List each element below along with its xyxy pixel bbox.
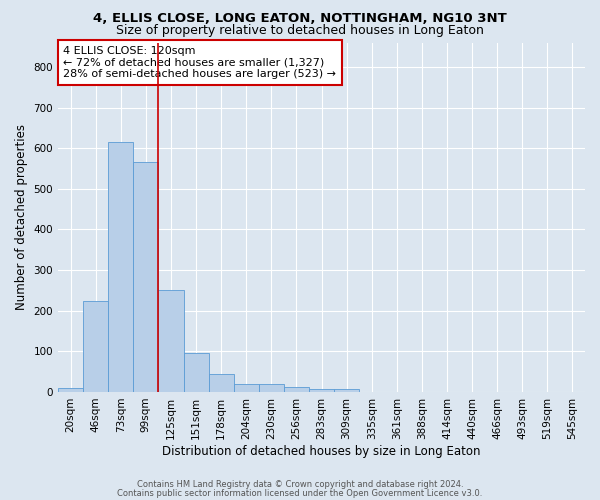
Bar xyxy=(334,388,359,392)
Bar xyxy=(184,354,209,392)
Bar xyxy=(83,300,108,392)
Bar xyxy=(233,384,259,392)
Text: Contains HM Land Registry data © Crown copyright and database right 2024.: Contains HM Land Registry data © Crown c… xyxy=(137,480,463,489)
Text: Size of property relative to detached houses in Long Eaton: Size of property relative to detached ho… xyxy=(116,24,484,37)
Bar xyxy=(133,162,158,392)
Text: 4, ELLIS CLOSE, LONG EATON, NOTTINGHAM, NG10 3NT: 4, ELLIS CLOSE, LONG EATON, NOTTINGHAM, … xyxy=(93,12,507,26)
Y-axis label: Number of detached properties: Number of detached properties xyxy=(15,124,28,310)
X-axis label: Distribution of detached houses by size in Long Eaton: Distribution of detached houses by size … xyxy=(162,444,481,458)
Bar xyxy=(259,384,284,392)
Bar xyxy=(158,290,184,392)
Bar xyxy=(108,142,133,392)
Bar xyxy=(284,386,309,392)
Bar xyxy=(309,388,334,392)
Bar xyxy=(209,374,233,392)
Bar xyxy=(58,388,83,392)
Text: Contains public sector information licensed under the Open Government Licence v3: Contains public sector information licen… xyxy=(118,488,482,498)
Text: 4 ELLIS CLOSE: 120sqm
← 72% of detached houses are smaller (1,327)
28% of semi-d: 4 ELLIS CLOSE: 120sqm ← 72% of detached … xyxy=(64,46,337,79)
